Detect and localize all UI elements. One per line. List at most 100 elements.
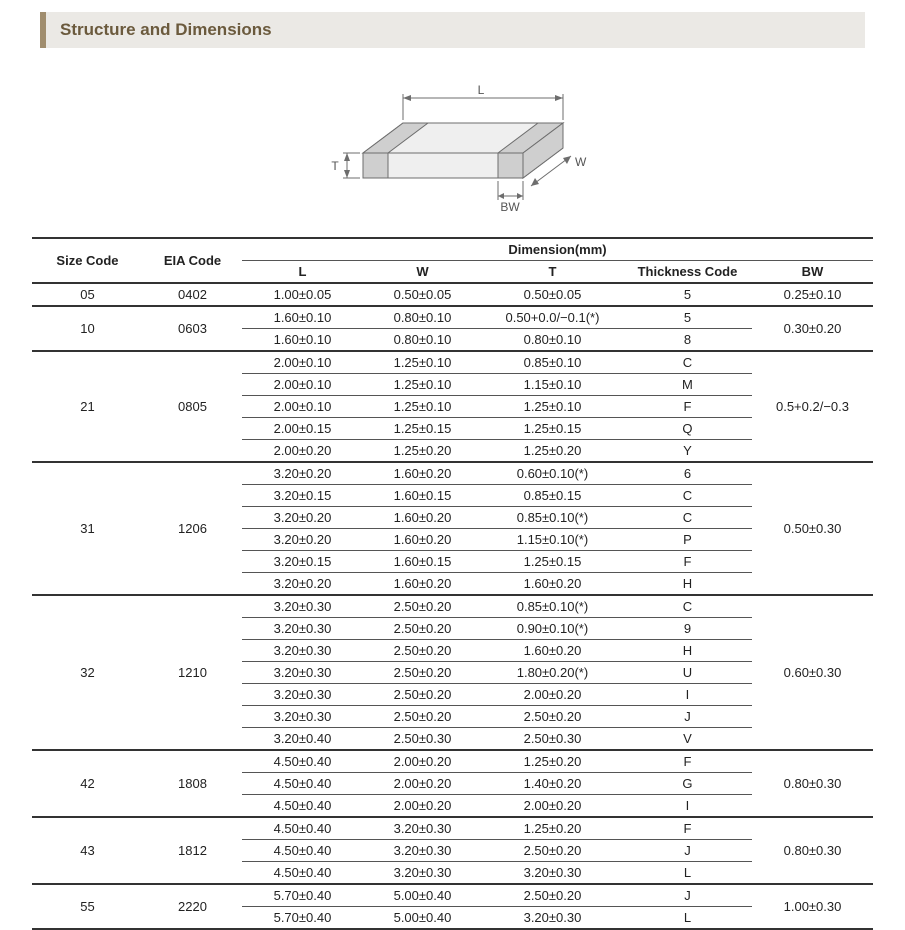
cell-t: 2.50±0.30 [482,728,622,751]
cell-th: F [622,396,752,418]
cell-size-code: 43 [32,817,142,884]
cell-w: 2.50±0.30 [362,728,482,751]
cell-l: 1.60±0.10 [242,329,362,352]
cell-th: 5 [622,283,752,306]
cell-th: J [622,840,752,862]
cell-th: Q [622,418,752,440]
cell-l: 2.00±0.15 [242,418,362,440]
col-eia-code: EIA Code [142,238,242,283]
cell-l: 3.20±0.20 [242,462,362,485]
cell-size-code: 05 [32,283,142,306]
cell-w: 1.60±0.20 [362,573,482,596]
cell-size-code: 42 [32,750,142,817]
cell-w: 2.00±0.20 [362,750,482,773]
cell-t: 0.85±0.10(*) [482,595,622,618]
cell-w: 5.00±0.40 [362,907,482,930]
cell-eia-code: 1210 [142,595,242,750]
cell-bw: 0.5+0.2/−0.3 [752,351,872,462]
cell-t: 0.50+0.0/−0.1(*) [482,306,622,329]
cell-w: 2.00±0.20 [362,773,482,795]
cell-w: 3.20±0.30 [362,817,482,840]
cell-l: 4.50±0.40 [242,795,362,818]
cell-l: 3.20±0.30 [242,618,362,640]
col-thickness-code: Thickness Code [622,261,752,284]
cell-l: 3.20±0.30 [242,662,362,684]
cell-t: 0.85±0.10 [482,351,622,374]
cell-t: 1.60±0.20 [482,573,622,596]
cell-bw: 0.50±0.30 [752,462,872,595]
cell-w: 2.50±0.20 [362,706,482,728]
cell-l: 4.50±0.40 [242,773,362,795]
cell-l: 5.70±0.40 [242,884,362,907]
cell-t: 1.80±0.20(*) [482,662,622,684]
cell-bw: 1.00±0.30 [752,884,872,929]
component-diagram: L T W BW [0,58,905,223]
cell-eia-code: 1808 [142,750,242,817]
cell-w: 2.50±0.20 [362,662,482,684]
cell-l: 5.70±0.40 [242,907,362,930]
cell-th: H [622,573,752,596]
cell-th: I [622,795,752,818]
cell-t: 2.00±0.20 [482,684,622,706]
cell-eia-code: 1812 [142,817,242,884]
cell-w: 1.60±0.20 [362,529,482,551]
col-t: T [482,261,622,284]
cell-th: I [622,684,752,706]
cell-th: C [622,595,752,618]
cell-w: 3.20±0.30 [362,862,482,885]
cell-th: F [622,551,752,573]
cell-l: 3.20±0.40 [242,728,362,751]
cell-t: 0.50±0.05 [482,283,622,306]
cell-t: 1.25±0.10 [482,396,622,418]
cell-w: 2.50±0.20 [362,595,482,618]
cell-bw: 0.80±0.30 [752,750,872,817]
cell-t: 1.25±0.20 [482,440,622,463]
cell-t: 2.50±0.20 [482,884,622,907]
dimensions-table: Size Code EIA Code Dimension(mm) L W T T… [32,237,872,930]
cell-eia-code: 0805 [142,351,242,462]
cell-th: H [622,640,752,662]
cell-l: 2.00±0.10 [242,351,362,374]
cell-w: 0.80±0.10 [362,329,482,352]
cell-eia-code: 2220 [142,884,242,929]
cell-th: C [622,485,752,507]
cell-l: 3.20±0.20 [242,507,362,529]
cell-th: F [622,750,752,773]
cell-l: 4.50±0.40 [242,817,362,840]
cell-w: 1.25±0.20 [362,440,482,463]
cell-t: 1.25±0.20 [482,750,622,773]
cell-l: 3.20±0.30 [242,595,362,618]
col-l: L [242,261,362,284]
cell-l: 3.20±0.20 [242,573,362,596]
cell-bw: 0.30±0.20 [752,306,872,351]
cell-size-code: 31 [32,462,142,595]
cell-bw: 0.25±0.10 [752,283,872,306]
cell-w: 1.25±0.10 [362,374,482,396]
cell-l: 1.60±0.10 [242,306,362,329]
cell-w: 0.50±0.05 [362,283,482,306]
cell-th: 9 [622,618,752,640]
cell-t: 0.80±0.10 [482,329,622,352]
cell-w: 1.60±0.15 [362,485,482,507]
cell-size-code: 55 [32,884,142,929]
cell-l: 3.20±0.15 [242,551,362,573]
cell-l: 3.20±0.15 [242,485,362,507]
cell-t: 1.40±0.20 [482,773,622,795]
cell-size-code: 10 [32,306,142,351]
cell-t: 2.50±0.20 [482,706,622,728]
cell-w: 1.25±0.15 [362,418,482,440]
cell-eia-code: 1206 [142,462,242,595]
cell-th: L [622,907,752,930]
cell-th: U [622,662,752,684]
cell-t: 1.25±0.15 [482,551,622,573]
cell-bw: 0.60±0.30 [752,595,872,750]
table-header: Size Code EIA Code Dimension(mm) L W T T… [32,238,872,283]
section-header: Structure and Dimensions [40,12,865,48]
diagram-label-bw: BW [500,200,520,214]
cell-w: 1.25±0.10 [362,351,482,374]
cell-th: J [622,706,752,728]
cell-t: 0.60±0.10(*) [482,462,622,485]
cell-th: P [622,529,752,551]
cell-w: 1.25±0.10 [362,396,482,418]
col-size-code: Size Code [32,238,142,283]
